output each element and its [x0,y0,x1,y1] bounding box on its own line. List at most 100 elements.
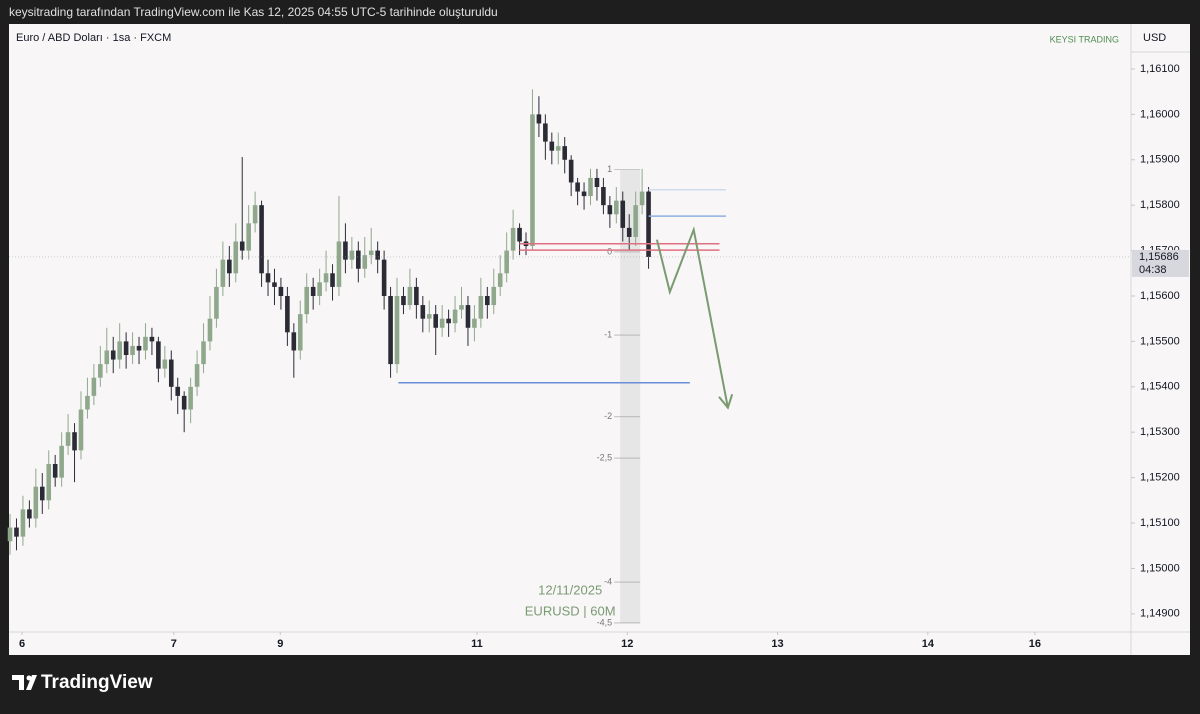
fib-label: 1 [607,164,612,174]
candle-body [491,286,497,306]
candle-body [356,250,361,269]
fib-label: -2,5 [597,452,613,462]
candle-body [575,182,580,192]
candle-body [336,241,342,287]
currency: USD [1143,32,1166,44]
annotation: EURUSD | 60M [525,603,616,618]
candle-body [620,200,626,228]
candle-body [181,395,187,410]
candle-body [607,205,613,215]
x-tick-label: 6 [19,638,25,650]
candle-body [362,255,368,269]
candle-body [162,359,168,369]
candle-body [59,445,64,478]
y-tick-label: 1,15800 [1140,199,1180,211]
candle-body [478,295,484,319]
fib-label: 0 [607,246,612,256]
fib-label: -4 [604,576,612,586]
candle-body [310,286,316,296]
x-tick-label: 13 [771,638,783,650]
candle-body [536,114,542,124]
candle-body [246,223,251,251]
candle-body [426,314,432,319]
candle-body [39,486,45,501]
candle-body [278,286,284,296]
candle-body [194,364,200,387]
candle-body [123,341,129,356]
y-tick-label: 1,15100 [1140,517,1180,529]
candle-body [136,345,142,351]
candle-body [633,205,638,237]
candle-body [323,273,329,283]
candle-body [259,205,264,274]
candle-body [601,187,606,206]
watermark: KEYSI TRADING [1050,34,1119,44]
plot: 1,161001,160001,159001,158001,157001,156… [7,63,1189,650]
candle-body [143,336,148,351]
candle-body [104,350,110,365]
candle-body [72,432,77,451]
candle-body [588,177,593,197]
candle-body [201,341,206,365]
candle-body [472,318,477,328]
logo-dot [26,675,32,681]
chart-frame [9,24,1190,655]
candle-body [27,509,32,519]
candle-body [65,432,71,446]
candle-body [14,527,19,537]
candle-body [459,305,464,310]
candle-body [420,305,426,319]
y-tick-label: 1,15600 [1140,290,1180,302]
candle-body [407,286,413,306]
candle-body [265,273,271,283]
annotation: 12/11/2025 [538,582,602,597]
candle-body [130,345,135,356]
chart-title: Euro / ABD Doları · 1sa · FXCM [16,32,171,44]
candle-body [414,286,419,306]
candle-body [214,286,219,319]
candle-body [639,191,645,206]
candle-body [304,286,310,315]
candle-body [510,227,516,251]
candle-body [156,341,161,369]
candle-body [562,146,568,160]
x-tick-label: 12 [621,638,633,650]
candle-body [452,309,458,324]
candle-body [330,273,335,287]
y-tick-label: 1,15300 [1140,426,1180,438]
candle-body [220,259,226,287]
candle-body [110,350,116,360]
candle-body [543,123,548,142]
candle-body [117,341,122,360]
candle-body [207,318,213,342]
candle-body [646,191,651,257]
candle-body [465,305,471,328]
candle-body [33,486,39,519]
candle-body [555,146,561,151]
candle-body [297,314,303,351]
candle-body [439,318,445,328]
candle-body [227,259,232,274]
projection-arrowhead [718,394,734,410]
candle-body [78,409,84,451]
y-tick-label: 1,15500 [1140,335,1180,347]
candle-body [375,250,380,260]
candle-body [614,200,619,215]
projection-path [655,226,729,408]
candle-body [188,386,193,410]
logo: TradingView [12,672,153,693]
candle-body [343,241,348,260]
candle-body [7,527,13,542]
x-tick-label: 7 [171,638,177,650]
brand: TradingView [41,672,153,693]
candle-body [517,227,522,242]
candle-body [401,295,406,306]
candle-body [349,250,355,260]
x-tick-label: 14 [922,638,935,650]
candle-body [381,259,387,296]
y-tick-label: 1,15000 [1140,562,1180,574]
y-tick-label: 1,14900 [1140,608,1180,620]
candle-body [504,250,509,274]
candle-body [446,318,451,324]
